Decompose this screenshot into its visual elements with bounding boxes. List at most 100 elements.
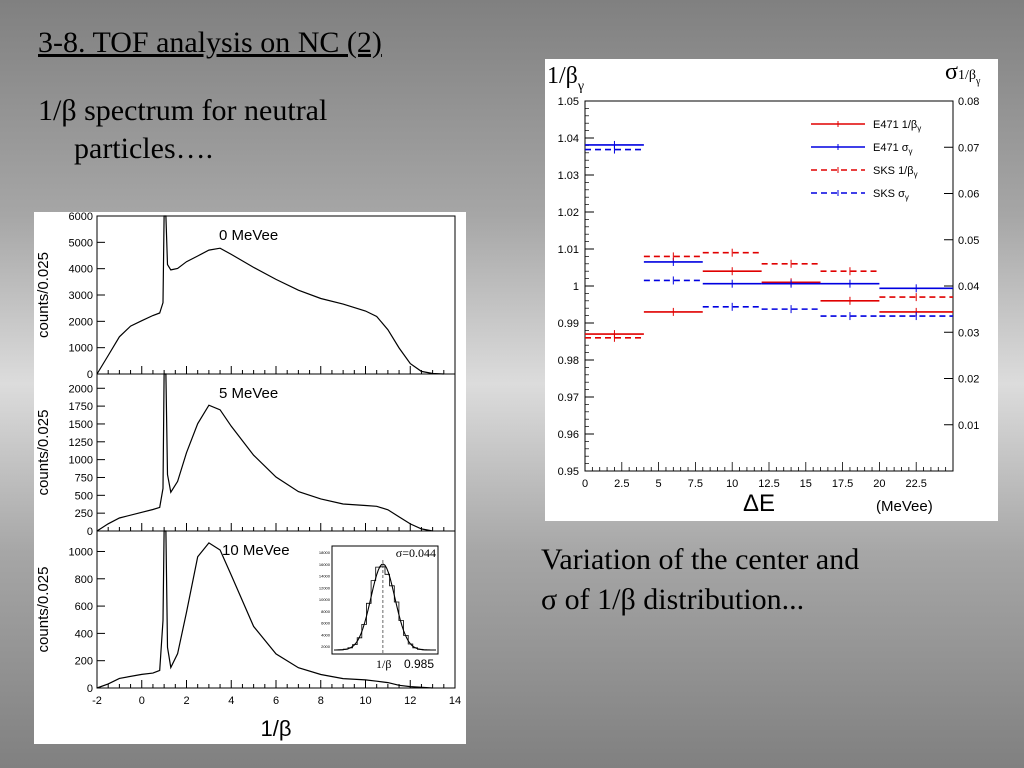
x-tick-label: 20 xyxy=(873,478,885,490)
caption-line-2: σ of 1/β distribution... xyxy=(541,583,805,616)
x-tick-label: 22.5 xyxy=(905,478,926,490)
left-y-tick-label: 1.04 xyxy=(558,133,579,145)
right-y-axis-title-subsub: γ xyxy=(975,76,981,87)
x-tick-label: 2.5 xyxy=(614,478,629,490)
right-y-tick-label: 0.02 xyxy=(958,374,979,386)
x-tick-label: 6 xyxy=(273,695,279,707)
left-y-axis-title-main: 1/β xyxy=(547,63,578,89)
y-tick-label: 2000 xyxy=(69,383,93,395)
left-y-tick-label: 0.98 xyxy=(558,355,579,367)
inset-x-label: 1/β xyxy=(376,657,391,671)
y-tick-label: 0 xyxy=(87,369,93,381)
caption-line-1: Variation of the center and xyxy=(541,543,860,576)
y-tick-label: 1000 xyxy=(69,455,93,467)
right-y-tick-label: 0.05 xyxy=(958,235,979,247)
bullet-line-1: 1/β spectrum for neutral xyxy=(38,94,328,127)
right-y-axis-title-sub: 1/β xyxy=(958,68,976,83)
x-axis-title: ΔE xyxy=(743,490,775,517)
x-tick-label: 12 xyxy=(404,695,416,707)
inset-y-tick-label: 8000 xyxy=(321,609,331,614)
hist-line xyxy=(96,373,433,532)
bullet-text: 1/β spectrum for neutral particles…. xyxy=(38,92,478,168)
right-y-tick-label: 0.01 xyxy=(958,420,979,432)
x-axis-label: 1/β xyxy=(260,716,291,741)
left-y-tick-label: 1 xyxy=(573,281,579,293)
x-tick-label: 15 xyxy=(800,478,812,490)
x-tick-label: 8 xyxy=(318,695,324,707)
y-tick-label: 0 xyxy=(87,683,93,695)
inset-y-tick-label: 2000 xyxy=(321,644,331,649)
inset-y-tick-label: 12000 xyxy=(319,585,331,590)
slide-title: 3-8. TOF analysis on NC (2) xyxy=(38,26,382,59)
x-tick-label: 2 xyxy=(183,695,189,707)
bullet-line-2: particles…. xyxy=(74,132,214,165)
x-tick-label: 0 xyxy=(139,695,145,707)
y-tick-label: 0 xyxy=(87,526,93,538)
legend-entry-name: SKS σ xyxy=(873,188,905,200)
y-tick-label: 500 xyxy=(75,490,93,502)
legend-entry-sub: γ xyxy=(917,124,921,133)
x-tick-label: 10 xyxy=(359,695,371,707)
inset-y-tick-label: 4000 xyxy=(321,632,331,637)
inset-y-tick-label: 16000 xyxy=(319,562,331,567)
x-tick-label: 10 xyxy=(726,478,738,490)
x-tick-label: 12.5 xyxy=(758,478,779,490)
x-tick-label: -2 xyxy=(92,695,102,707)
y-tick-label: 750 xyxy=(75,472,93,484)
y-tick-label: 6000 xyxy=(69,212,93,223)
legend-entry: E471 1/βγ xyxy=(873,119,921,133)
y-tick-label: 600 xyxy=(75,601,93,613)
y-tick-label: 1000 xyxy=(69,546,93,558)
histogram-panel: 0 1000 2000 3000 4000 5000 6000 0 MeVee counts/0… xyxy=(34,211,466,744)
right-y-tick-label: 0.07 xyxy=(958,142,979,154)
left-y-tick-label: 0.99 xyxy=(558,318,579,330)
legend-entry-name: E471 1/β xyxy=(873,119,917,131)
y-tick-label: 4000 xyxy=(69,264,93,276)
x-tick-label: 7.5 xyxy=(688,478,703,490)
right-y-tick-label: 0.06 xyxy=(958,189,979,201)
inset-frame xyxy=(331,545,439,655)
right-y-axis-title: σ1/βγ xyxy=(945,59,981,87)
left-y-tick-label: 1.05 xyxy=(558,96,579,108)
hist-line xyxy=(96,530,433,689)
chart-frame xyxy=(584,100,954,472)
y-tick-label: 250 xyxy=(75,508,93,520)
left-y-tick-label: 1.02 xyxy=(558,207,579,219)
legend-entry-sub: γ xyxy=(909,147,913,156)
inset-y-tick-label: 14000 xyxy=(319,574,331,579)
energy-label: 10 MeVee xyxy=(222,542,290,559)
y-tick-label: 5000 xyxy=(69,237,93,249)
x-tick-label: 14 xyxy=(449,695,461,707)
caption: Variation of the center and σ of 1/β dis… xyxy=(541,540,1001,620)
inset-y-tick-label: 10000 xyxy=(319,597,331,602)
legend-entry-sub: γ xyxy=(905,193,909,202)
inset-center-value: 0.985 xyxy=(404,657,434,671)
y-axis-label: counts/0.025 xyxy=(35,252,52,338)
left-y-tick-label: 0.96 xyxy=(558,429,579,441)
y-tick-label: 1500 xyxy=(69,419,93,431)
x-tick-label: 0 xyxy=(582,478,588,490)
y-tick-label: 400 xyxy=(75,628,93,640)
x-tick-label: 4 xyxy=(228,695,234,707)
right-y-tick-label: 0.04 xyxy=(958,281,979,293)
right-y-tick-label: 0.08 xyxy=(958,96,979,108)
legend-entry-name: E471 σ xyxy=(873,142,909,154)
y-tick-label: 200 xyxy=(75,656,93,668)
y-tick-label: 1750 xyxy=(69,401,93,413)
x-tick-label: 17.5 xyxy=(832,478,853,490)
inset-gaussian-curve xyxy=(334,563,436,651)
energy-label: 5 MeVee xyxy=(219,385,278,402)
left-y-tick-label: 1.03 xyxy=(558,170,579,182)
y-axis-label: counts/0.025 xyxy=(35,410,52,496)
inset-sigma-label: σ=0.044 xyxy=(396,546,436,560)
legend-entry: E471 σγ xyxy=(873,142,913,156)
inset-fit-plot: 18000 16000 14000 12000 10000 8000 6000 4000 200… xyxy=(319,545,439,671)
left-y-tick-label: 1.01 xyxy=(558,244,579,256)
y-tick-label: 2000 xyxy=(69,316,93,328)
left-y-axis-title-sub: γ xyxy=(577,79,584,94)
y-tick-label: 800 xyxy=(75,574,93,586)
center-sigma-chart: 0.95 0.96 0.97 0.98 0.99 1 1.01 1.02 1.03 1.04 1.0… xyxy=(547,59,981,517)
legend-entry: SKS σγ xyxy=(873,188,909,202)
y-axis-label: counts/0.025 xyxy=(35,567,52,653)
